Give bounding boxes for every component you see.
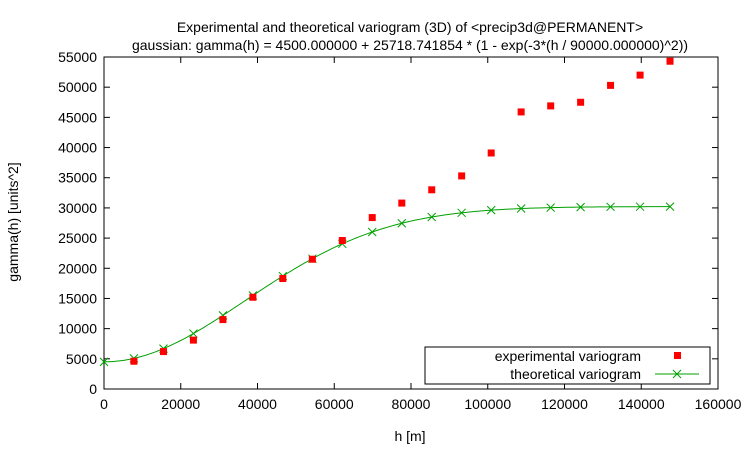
theoretical-point bbox=[576, 202, 585, 212]
experimental-point bbox=[308, 255, 316, 263]
legend-label-experimental: experimental variogram bbox=[495, 348, 641, 364]
theoretical-point bbox=[635, 202, 645, 212]
x-marker-stroke bbox=[457, 208, 467, 218]
y-tick-label: 10000 bbox=[58, 321, 97, 337]
experimental-point bbox=[577, 98, 585, 106]
x-marker-stroke bbox=[665, 202, 675, 211]
experimental-point bbox=[279, 275, 287, 283]
experimental-point bbox=[398, 199, 406, 207]
x-marker-stroke bbox=[486, 205, 496, 215]
x-marker-stroke bbox=[576, 202, 585, 212]
x-tick-label: 20000 bbox=[161, 396, 200, 412]
theoretical-point bbox=[546, 203, 556, 212]
x-tick-label: 100000 bbox=[464, 396, 511, 412]
experimental-point bbox=[249, 293, 257, 301]
experimental-point bbox=[368, 214, 376, 222]
x-tick-label: 140000 bbox=[618, 396, 665, 412]
experimental-point bbox=[517, 108, 525, 116]
experimental-series bbox=[130, 57, 674, 365]
legend-marker-theoretical bbox=[655, 369, 699, 379]
x-marker-stroke bbox=[397, 218, 407, 228]
y-axis-label: gamma(h) [units^2] bbox=[5, 162, 21, 281]
y-tick-label: 20000 bbox=[58, 260, 97, 276]
y-tick-label: 15000 bbox=[58, 290, 97, 306]
theoretical-curve bbox=[103, 206, 671, 363]
x-marker-stroke bbox=[546, 203, 556, 212]
experimental-point bbox=[547, 102, 555, 110]
x-tick-label: 0 bbox=[100, 396, 108, 412]
axis-ticks: 0 20000 40000 60000 80000 100000 120000 140000 1… bbox=[58, 49, 742, 412]
theoretical-point bbox=[457, 208, 467, 218]
legend-label-theoretical: theoretical variogram bbox=[510, 366, 641, 382]
experimental-point bbox=[487, 149, 495, 157]
y-tick-label: 55000 bbox=[58, 49, 97, 65]
legend: experimental variogram theoretical vario… bbox=[424, 346, 711, 385]
x-marker-stroke bbox=[606, 202, 615, 212]
theoretical-series bbox=[99, 202, 675, 367]
theoretical-point bbox=[427, 212, 437, 222]
y-tick-label: 50000 bbox=[58, 79, 97, 95]
experimental-point bbox=[607, 81, 615, 89]
y-tick-label: 25000 bbox=[58, 230, 97, 246]
x-tick-label: 120000 bbox=[541, 396, 588, 412]
experimental-point bbox=[636, 71, 644, 79]
theoretical-point bbox=[665, 202, 675, 211]
x-marker-stroke bbox=[99, 357, 109, 367]
experimental-point bbox=[338, 237, 346, 245]
experimental-point bbox=[219, 316, 227, 324]
legend-box bbox=[424, 346, 711, 385]
legend-marker-experimental bbox=[674, 352, 681, 359]
experimental-point bbox=[666, 57, 674, 65]
x-marker-stroke bbox=[516, 204, 526, 213]
chart-title: Experimental and theoretical variogram (… bbox=[177, 19, 643, 35]
theoretical-point bbox=[516, 204, 526, 213]
x-marker-stroke bbox=[427, 212, 437, 222]
y-tick-label: 40000 bbox=[58, 140, 97, 156]
y-tick-label: 30000 bbox=[58, 200, 97, 216]
x-marker-stroke bbox=[635, 202, 645, 212]
y-tick-label: 0 bbox=[89, 381, 97, 397]
x-marker-stroke bbox=[672, 369, 682, 379]
experimental-point bbox=[189, 336, 197, 344]
experimental-point bbox=[159, 348, 167, 356]
x-tick-label: 60000 bbox=[315, 396, 354, 412]
experimental-point bbox=[428, 186, 436, 194]
x-axis-label: h [m] bbox=[394, 428, 425, 444]
theoretical-point bbox=[367, 227, 377, 237]
x-tick-label: 160000 bbox=[695, 396, 742, 412]
theoretical-point bbox=[486, 205, 496, 215]
theoretical-point bbox=[189, 329, 198, 338]
x-marker-stroke bbox=[367, 227, 377, 237]
theoretical-point bbox=[99, 357, 109, 367]
y-tick-label: 45000 bbox=[58, 109, 97, 125]
x-tick-label: 40000 bbox=[238, 396, 277, 412]
experimental-point bbox=[458, 172, 466, 180]
legend-cross bbox=[672, 369, 682, 379]
x-tick-label: 80000 bbox=[392, 396, 431, 412]
chart-subtitle: gaussian: gamma(h) = 4500.000000 + 25718… bbox=[132, 37, 688, 53]
theoretical-point bbox=[397, 218, 407, 228]
x-marker-stroke bbox=[189, 329, 198, 338]
y-tick-label: 5000 bbox=[66, 351, 97, 367]
y-tick-label: 35000 bbox=[58, 170, 97, 186]
experimental-point bbox=[130, 357, 138, 365]
theoretical-point bbox=[606, 202, 615, 212]
